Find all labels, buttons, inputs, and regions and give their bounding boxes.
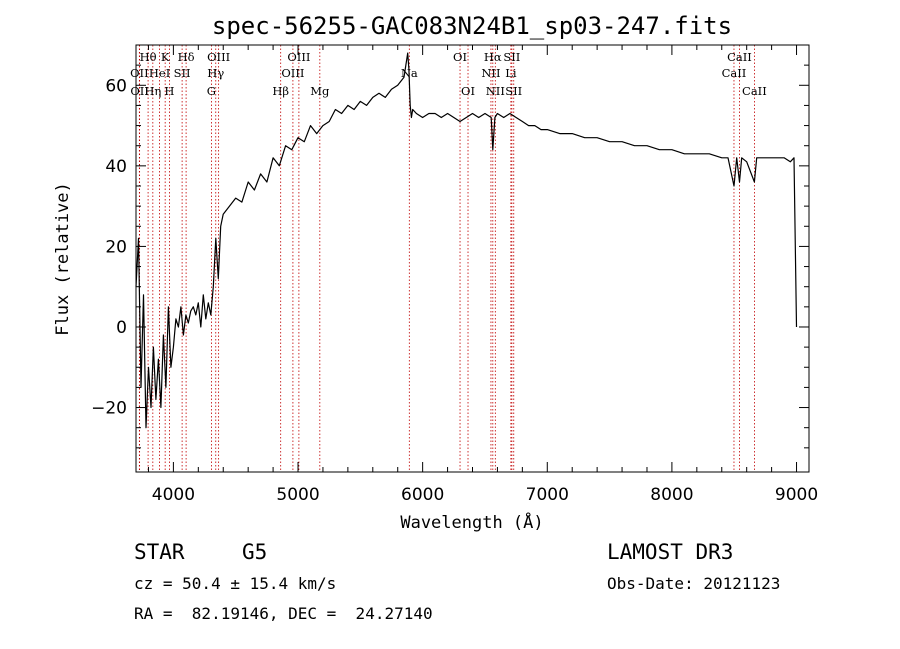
spectral-line-label: Na xyxy=(401,66,418,80)
coordinates-readout: RA = 82.19146, DEC = 24.27140 xyxy=(134,604,433,623)
spectral-line-label: Hα xyxy=(484,50,502,64)
spectral-line-label: OII xyxy=(130,66,149,80)
spectral-line-label: H xyxy=(164,84,174,98)
spectral-line-label: NII xyxy=(481,66,500,80)
x-tick-label: 9000 xyxy=(775,485,818,505)
observation-date: Obs-Date: 20121123 xyxy=(607,574,781,593)
spectral-line-label: OI xyxy=(453,50,467,64)
spectral-line-markers xyxy=(138,45,755,472)
spectral-line-label: SII xyxy=(174,66,191,80)
spectral-line-label: Mg xyxy=(310,84,330,98)
spectral-line-label: CaII xyxy=(722,66,747,80)
spectral-line-label: CaII xyxy=(727,50,752,64)
spectral-line-label: HeI xyxy=(149,66,170,80)
x-tick-label: 8000 xyxy=(650,485,693,505)
spectral-subclass: G5 xyxy=(242,540,268,564)
spectral-line-label: Hδ xyxy=(178,50,195,64)
y-tick-label: −20 xyxy=(91,399,127,419)
spectral-line-label: K xyxy=(161,50,170,64)
spectral-line-label: Hη xyxy=(144,84,161,98)
x-tick-label: 5000 xyxy=(276,485,319,505)
y-tick-label: 60 xyxy=(105,76,127,96)
spectral-line-label: OIII xyxy=(287,50,310,64)
plot-frame xyxy=(135,44,810,473)
spectral-line-label: Hβ xyxy=(272,84,289,98)
y-tick-label: 40 xyxy=(105,157,127,177)
spectral-line-label: OIII xyxy=(207,50,230,64)
spectral-line-label: G xyxy=(207,84,216,98)
x-tick-label: 6000 xyxy=(401,485,444,505)
spectral-line-label: SII xyxy=(503,50,520,64)
x-tick-label: 4000 xyxy=(152,485,195,505)
axis-ticks: 4000 5000 6000 7000 8000 9000 −20 0 20 40 60 xyxy=(91,45,818,505)
y-axis-label: Flux (relative) xyxy=(53,182,73,336)
spectral-line-label: CaII xyxy=(742,84,767,98)
spectral-line-label: OIII xyxy=(281,66,304,80)
redshift-readout: cz = 50.4 ± 15.4 km/s xyxy=(134,574,337,593)
x-tick-label: 7000 xyxy=(526,485,569,505)
y-tick-label: 20 xyxy=(105,237,127,257)
spectral-line-label: OI xyxy=(461,84,475,98)
spectrum-series xyxy=(135,52,798,429)
spectral-line-label: NII xyxy=(486,84,505,98)
spectral-line-label: Hγ xyxy=(207,66,224,80)
y-tick-label: 0 xyxy=(116,318,127,338)
survey-name: LAMOST DR3 xyxy=(607,540,734,564)
spectral-line-label: OII xyxy=(130,84,149,98)
object-class: STAR xyxy=(134,540,185,564)
spectral-line-label: SII xyxy=(505,84,522,98)
x-axis-label: Wavelength (Å) xyxy=(400,511,543,533)
spectral-line-label: Hθ xyxy=(140,50,157,64)
chart-title: spec-56255-GAC083N24B1_sp03-247.fits xyxy=(212,12,732,40)
spectral-line-label: Li xyxy=(505,66,517,80)
spectrum-line xyxy=(135,52,798,429)
